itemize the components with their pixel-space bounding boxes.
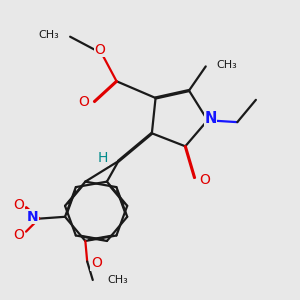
- Text: O: O: [200, 173, 210, 187]
- Text: O: O: [13, 228, 24, 242]
- Text: O: O: [91, 256, 102, 270]
- Text: CH₃: CH₃: [38, 30, 59, 40]
- Text: CH₃: CH₃: [108, 275, 128, 285]
- Text: O: O: [94, 43, 105, 57]
- Text: N: N: [26, 210, 38, 224]
- Text: H: H: [98, 151, 108, 165]
- Text: O: O: [13, 197, 24, 212]
- Text: CH₃: CH₃: [217, 59, 238, 70]
- Text: N: N: [204, 111, 217, 126]
- Text: O: O: [78, 95, 89, 110]
